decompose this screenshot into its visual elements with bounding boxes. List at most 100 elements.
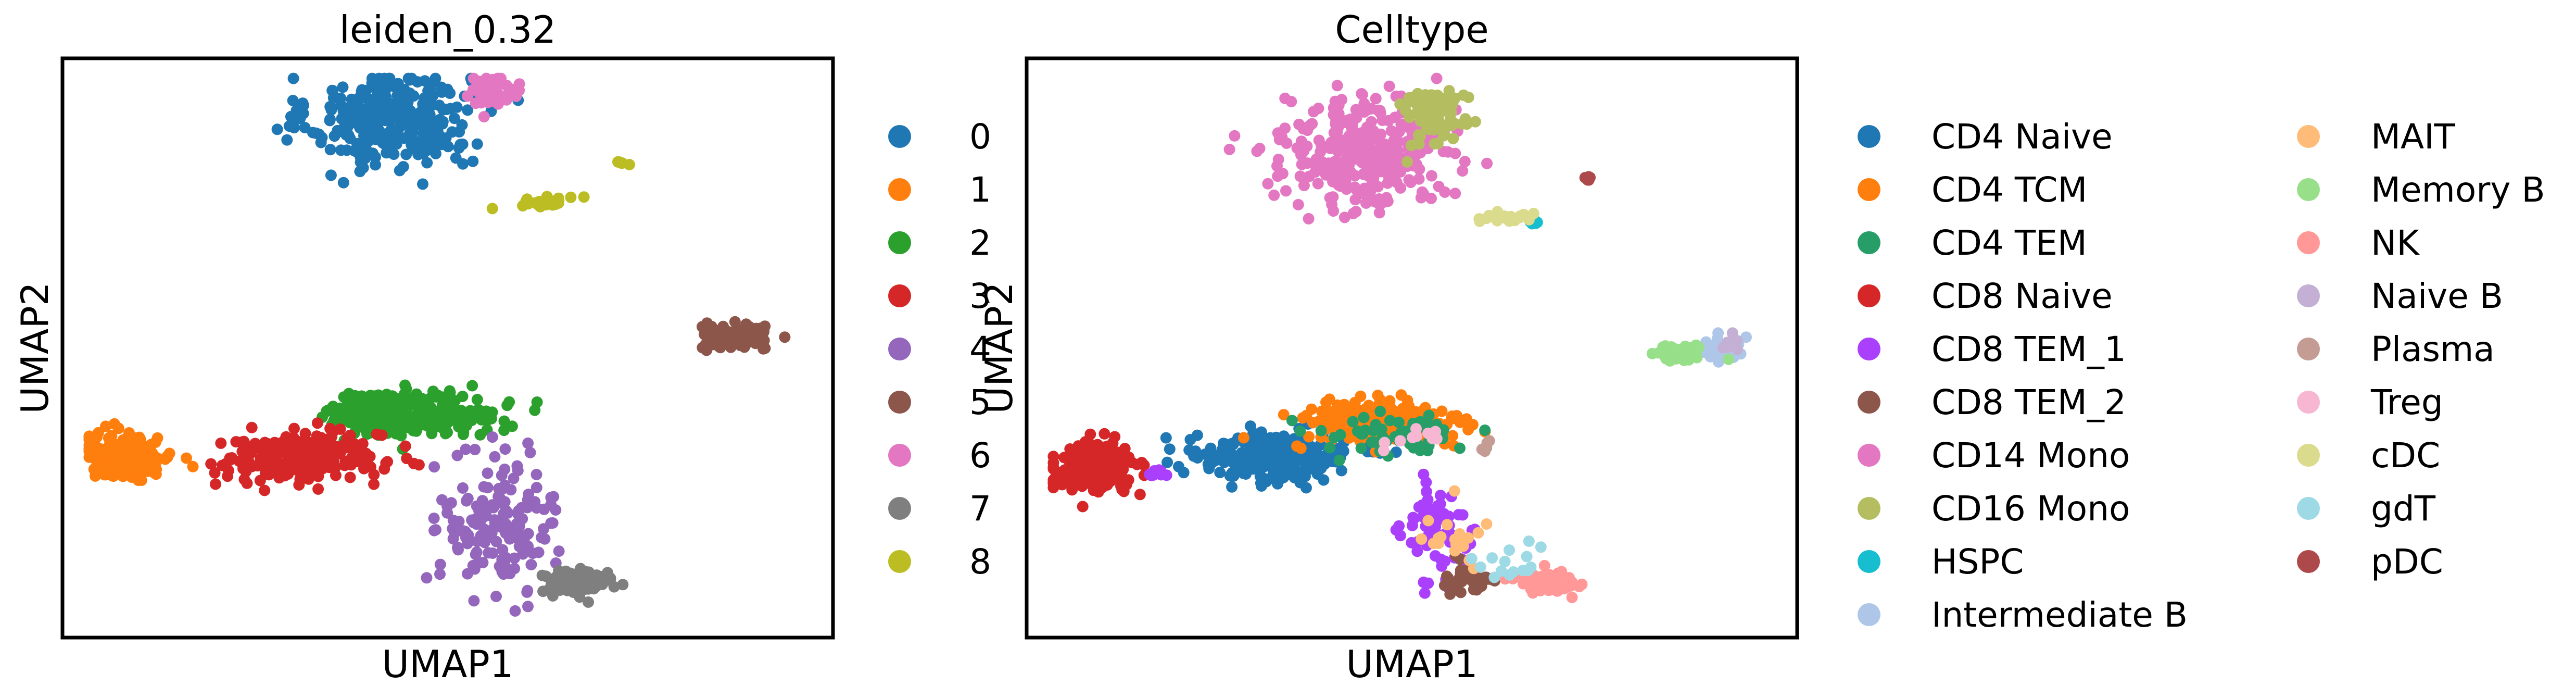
point-1	[144, 465, 156, 477]
point-7	[536, 569, 548, 581]
point-0	[344, 132, 356, 144]
point-mait	[1448, 485, 1460, 497]
point-plasma	[1481, 441, 1493, 453]
legend-marker-naive-b	[2297, 284, 2320, 307]
point-nk	[1563, 574, 1575, 585]
legend-marker-0	[888, 125, 911, 148]
point-cd16-mono	[1410, 108, 1422, 120]
point-4	[521, 502, 533, 514]
point-cd8-naive	[1071, 445, 1083, 457]
point-0	[421, 157, 433, 169]
point-cd16-mono	[1447, 133, 1459, 144]
legend-marker-1	[888, 178, 911, 201]
point-1	[187, 460, 199, 472]
legend-label-pdc: pDC	[2371, 542, 2443, 582]
point-2	[428, 421, 440, 433]
point-8	[565, 191, 577, 203]
point-4	[428, 513, 440, 524]
point-cd14-mono	[1457, 165, 1469, 177]
point-3	[408, 457, 420, 469]
point-cd4-tem	[1384, 415, 1396, 427]
point-cd4-tcm	[1384, 395, 1396, 407]
point-5	[729, 316, 741, 328]
point-1	[108, 418, 120, 430]
point-8	[612, 156, 624, 168]
point-nk	[1543, 584, 1555, 596]
point-4	[496, 566, 508, 578]
point-cd8-tem-1	[1393, 520, 1405, 532]
point-intermediate-b	[1740, 331, 1752, 343]
point-cd14-mono	[1277, 168, 1289, 180]
point-0	[462, 104, 474, 116]
point-0	[430, 72, 441, 84]
legend-label-8: 8	[969, 542, 991, 582]
point-gdt	[1499, 555, 1511, 567]
point-4	[462, 493, 474, 504]
point-cd14-mono	[1347, 207, 1359, 219]
point-1	[118, 434, 130, 446]
legend-label-5: 5	[969, 382, 991, 422]
legend-marker-cdc	[2297, 444, 2320, 467]
point-cd4-tem	[1422, 445, 1434, 456]
point-4	[445, 497, 457, 509]
point-0	[362, 146, 374, 158]
point-4	[434, 558, 446, 570]
point-intermediate-b	[1711, 333, 1723, 345]
point-cd14-mono	[1341, 154, 1353, 166]
point-2	[409, 411, 420, 422]
point-cd16-mono	[1394, 98, 1406, 110]
point-cd8-tem-2	[1438, 579, 1450, 591]
point-cd4-naive	[1255, 477, 1267, 489]
point-cd4-naive	[1303, 460, 1315, 472]
legend-marker-cd8-tem-2	[1858, 391, 1880, 414]
point-3	[263, 469, 275, 481]
point-cd14-mono	[1279, 92, 1291, 104]
point-4	[538, 523, 550, 535]
point-cd14-mono	[1370, 93, 1382, 105]
point-cd4-tcm	[1320, 396, 1332, 408]
point-0	[412, 148, 424, 160]
legend-marker-7	[888, 497, 911, 520]
point-cd14-mono	[1329, 95, 1341, 107]
point-cd4-naive	[1188, 450, 1200, 462]
point-4	[482, 482, 494, 494]
legend-label-1: 1	[969, 170, 991, 210]
point-cd16-mono	[1413, 129, 1424, 141]
point-0	[471, 138, 483, 150]
point-cd4-tem	[1393, 416, 1405, 428]
point-cd14-mono	[1280, 185, 1292, 197]
legend-marker-3	[888, 284, 911, 307]
point-5	[717, 320, 729, 332]
point-4	[462, 529, 474, 541]
point-cd4-naive	[1236, 463, 1248, 475]
point-pdc	[1583, 174, 1595, 186]
legend-label-6: 6	[969, 435, 991, 476]
point-cd14-mono	[1273, 134, 1285, 145]
legend-marker-cd14-mono	[1858, 444, 1880, 467]
celltype-y-axis-label: UMAP2	[977, 282, 1021, 414]
point-1	[135, 460, 147, 472]
point-cd14-mono	[1413, 173, 1425, 185]
point-cd4-tcm	[1332, 399, 1343, 411]
point-1	[132, 475, 144, 486]
point-0	[418, 92, 430, 104]
point-cd14-mono	[1312, 103, 1324, 115]
point-3	[299, 428, 311, 440]
point-mait	[1416, 533, 1428, 545]
point-0	[355, 156, 367, 168]
point-6	[468, 72, 479, 84]
point-treg	[1410, 430, 1422, 442]
point-7	[608, 581, 620, 593]
point-2	[476, 414, 487, 426]
point-1	[83, 451, 95, 463]
legend-marker-plasma	[2297, 338, 2320, 360]
legend-marker-cd4-tem	[1858, 231, 1880, 254]
point-cd14-mono	[1223, 143, 1235, 155]
point-cd4-naive	[1202, 449, 1214, 461]
point-cd4-naive	[1226, 481, 1238, 493]
point-cd14-mono	[1372, 134, 1384, 146]
point-mait	[1481, 518, 1493, 530]
point-cd16-mono	[1421, 113, 1433, 124]
point-0	[446, 126, 458, 138]
point-3	[368, 469, 380, 481]
